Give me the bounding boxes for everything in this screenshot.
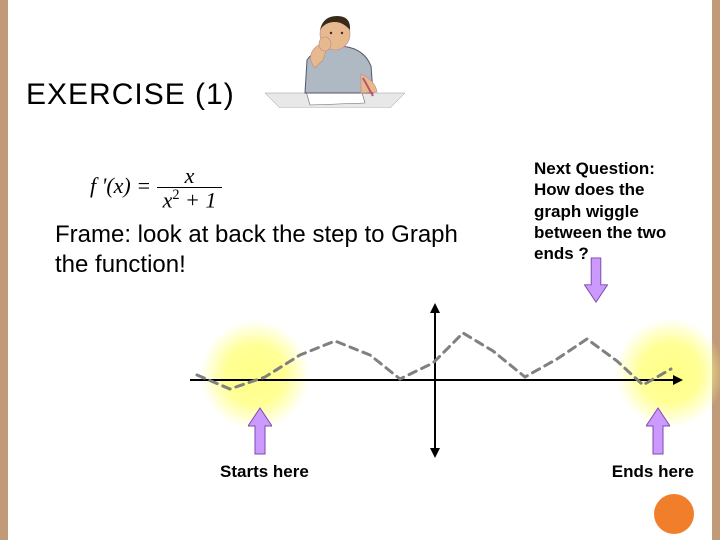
formula-denominator: x2 + 1 [157,188,223,211]
next-question-text: Next Question: How does the graph wiggle… [534,158,694,264]
formula-fraction: x x2 + 1 [157,164,223,212]
frame-instruction: Frame: look at back the step to Graph th… [55,220,485,280]
x-axis-arrowhead-icon [673,375,683,385]
arrow-ends-icon [646,406,670,456]
ends-here-label: Ends here [612,462,694,482]
arrow-next-q-icon [584,256,608,304]
y-axis-arrowhead-bottom-icon [430,448,440,458]
slide-title: EXERCISE (1) [26,78,235,112]
left-stripe [0,0,8,540]
formula: f '(x) = x x2 + 1 [90,164,222,212]
starts-here-label: Starts here [220,462,309,482]
formula-lhs: f '(x) = [90,173,151,198]
y-axis-arrowhead-top-icon [430,303,440,313]
person-illustration [265,8,405,108]
formula-numerator: x [157,164,223,188]
arrow-starts-icon [248,406,272,456]
orange-dot-icon [654,494,694,534]
right-stripe [712,0,720,540]
